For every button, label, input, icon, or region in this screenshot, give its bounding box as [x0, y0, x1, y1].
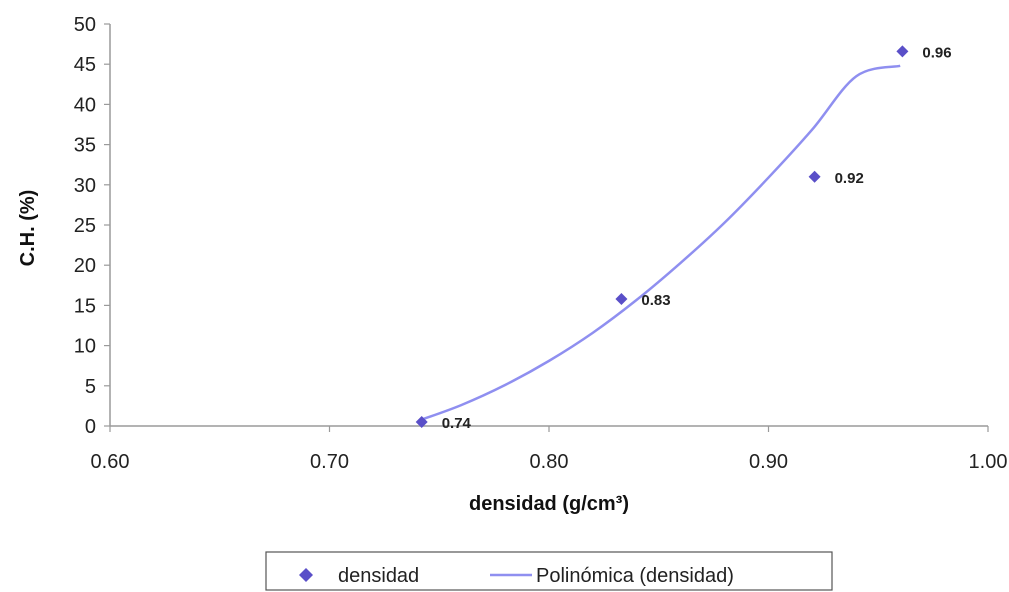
- y-tick-label: 0: [85, 416, 96, 438]
- data-point: [896, 45, 909, 58]
- y-tick-label: 40: [74, 94, 96, 116]
- x-axis-title: densidad (g/cm³): [469, 493, 629, 515]
- x-tick-label: 0.90: [749, 451, 788, 473]
- y-tick-label: 20: [74, 255, 96, 277]
- data-point: [615, 292, 628, 305]
- plot-area: 0 5 10 15 20 25 30 35 40 45 50 0.60 0.70 0.80 0.90 1.0…: [74, 14, 1008, 473]
- legend-item-densidad: densidad: [338, 565, 419, 587]
- y-tick-label: 45: [74, 54, 96, 76]
- x-tick-label: 0.60: [91, 451, 130, 473]
- y-tick-label: 50: [74, 14, 96, 36]
- legend-box: [265, 551, 833, 591]
- y-tick-label: 5: [85, 376, 96, 398]
- y-tick-label: 25: [74, 215, 96, 237]
- x-tick-label: 0.80: [530, 451, 569, 473]
- y-tick-label: 35: [74, 135, 96, 157]
- data-point-label: 0.92: [835, 170, 864, 187]
- data-point-label: 0.96: [922, 44, 951, 61]
- x-tick-label: 1.00: [969, 451, 1008, 473]
- trendline-layer: [421, 64, 901, 421]
- data-point-label: 0.83: [641, 292, 670, 309]
- data-point: [808, 170, 821, 183]
- y-tick-label: 10: [74, 336, 96, 358]
- y-tick-label: 30: [74, 175, 96, 197]
- y-tick-label: 15: [74, 295, 96, 317]
- points-layer: 0.74 0.83 0.92 0.96: [415, 44, 952, 432]
- trendline-polinomica: [421, 64, 901, 421]
- x-tick-label: 0.70: [310, 451, 349, 473]
- x-ticks: 0.60 0.70 0.80 0.90 1.00: [91, 426, 1008, 473]
- legend: densidad Polinómica (densidad): [265, 551, 833, 591]
- y-ticks: 0 5 10 15 20 25 30 35 40 45 50: [74, 14, 110, 438]
- data-point: [415, 415, 428, 428]
- data-point-label: 0.74: [442, 415, 472, 432]
- legend-diamond-marker: [299, 568, 313, 582]
- legend-item-polinomica: Polinómica (densidad): [536, 565, 734, 587]
- y-axis-title: C.H. (%): [17, 190, 39, 267]
